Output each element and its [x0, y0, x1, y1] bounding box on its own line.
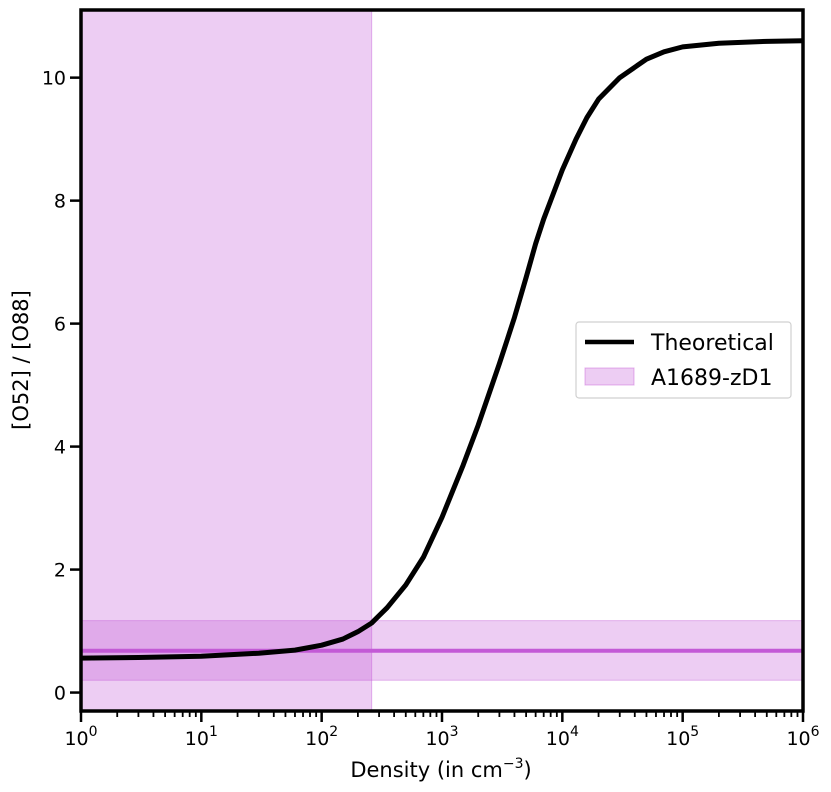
- y-tick-label: 6: [54, 314, 66, 336]
- density-limit-band: [81, 10, 372, 711]
- x-tick-label-exponent: 5: [690, 724, 699, 740]
- legend-label-a1689-zd1: A1689-zD1: [651, 366, 772, 391]
- legend-swatch-a1689-zd1: [584, 367, 635, 386]
- x-tick-label: 106: [786, 724, 819, 750]
- x-tick-label: 103: [425, 724, 458, 750]
- y-tick-label: 10: [42, 68, 66, 90]
- x-tick-label: 105: [666, 724, 699, 750]
- x-tick-label: 101: [185, 724, 218, 750]
- y-tick-label: 4: [54, 437, 66, 459]
- theoretical-line: [80, 38, 804, 661]
- x-tick-label-base: 10: [786, 728, 810, 750]
- x-axis-label-end: ): [523, 758, 531, 782]
- x-tick-label-base: 10: [425, 728, 449, 750]
- x-tick-label-exponent: 3: [450, 724, 459, 740]
- x-tick-label: 102: [305, 724, 338, 750]
- x-axis-label-exponent: −3: [503, 756, 524, 772]
- x-tick-label-base: 10: [305, 728, 329, 750]
- legend-label-theoretical: Theoretical: [650, 331, 774, 356]
- x-tick-label-base: 10: [64, 728, 88, 750]
- y-tick-label: 2: [54, 560, 66, 582]
- x-tick-label-base: 10: [666, 728, 690, 750]
- x-axis-label-main: Density (in cm: [350, 758, 503, 782]
- x-tick-label-exponent: 2: [329, 724, 338, 740]
- x-tick-label-exponent: 6: [811, 724, 820, 740]
- y-tick-label: 8: [54, 191, 66, 213]
- x-tick-label: 104: [546, 724, 579, 750]
- x-tick-label-exponent: 0: [89, 724, 98, 740]
- x-tick-label-base: 10: [185, 728, 209, 750]
- x-tick-label: 100: [64, 724, 97, 750]
- y-axis-label: [O52] / [O88]: [9, 290, 33, 430]
- y-axis: 0 2 4 6 8 10: [42, 68, 81, 705]
- x-axis-label: Density (in cm−3): [350, 756, 531, 782]
- x-tick-label-exponent: 1: [209, 724, 218, 740]
- legend: Theoretical A1689-zD1: [575, 321, 792, 399]
- x-tick-label-exponent: 4: [570, 724, 579, 740]
- line-layer: [80, 38, 804, 661]
- x-axis: 100 101 102 103 104 105 106: [64, 711, 820, 750]
- y-tick-label: 0: [54, 683, 66, 705]
- x-tick-label-base: 10: [546, 728, 570, 750]
